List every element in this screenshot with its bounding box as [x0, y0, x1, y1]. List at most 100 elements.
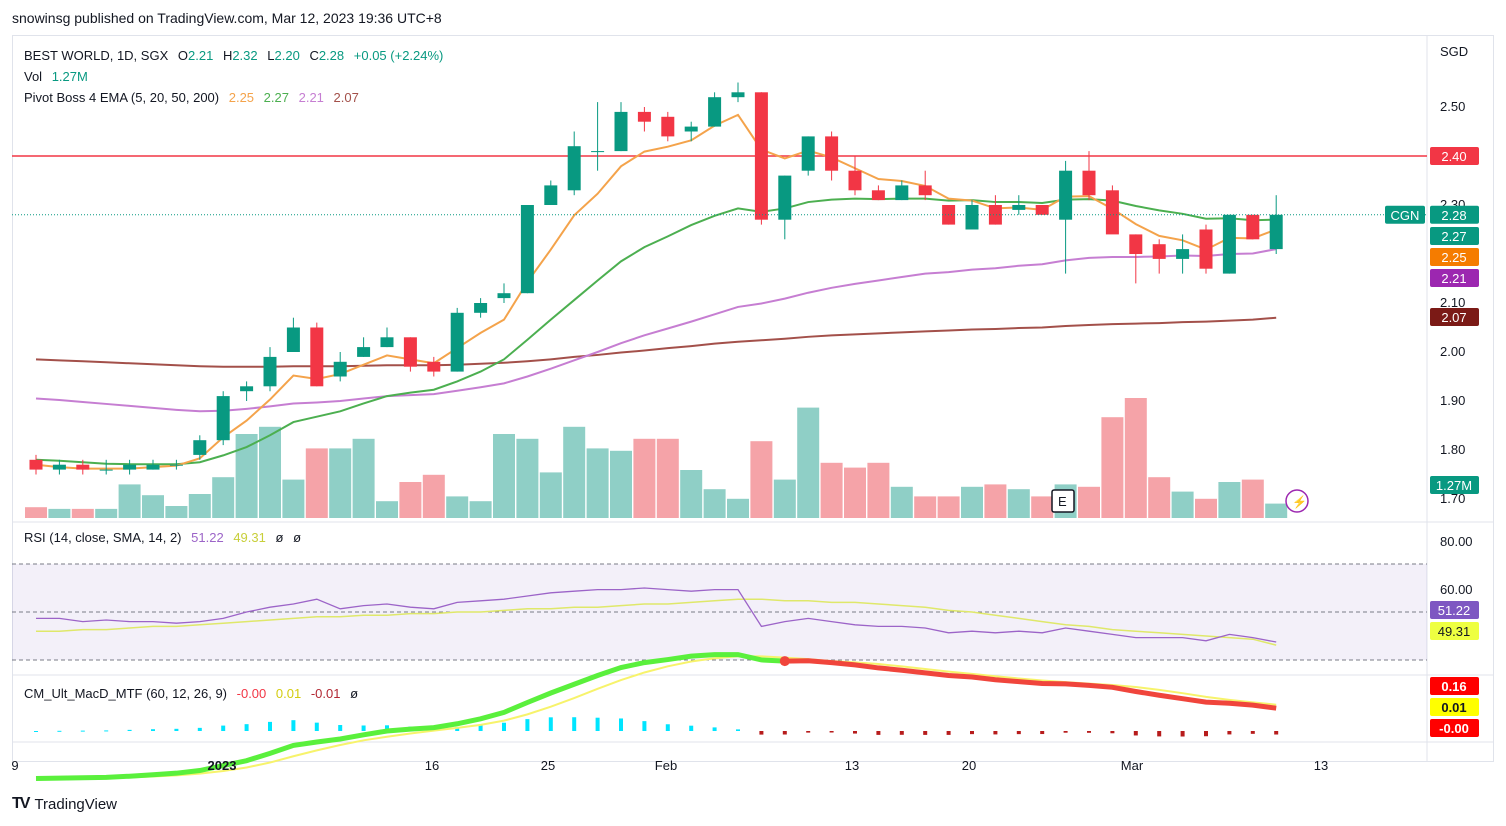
- macd-histogram-bar: [291, 720, 296, 731]
- volume-bar: [235, 434, 258, 518]
- volume-bar: [703, 489, 726, 518]
- volume-bar: [282, 479, 305, 518]
- symbol-label[interactable]: BEST WORLD, 1D, SGX: [24, 48, 169, 63]
- candle-body: [661, 116, 675, 137]
- macd-histogram-bar: [970, 731, 974, 735]
- macd-cross-dot: [779, 656, 790, 667]
- volume-bar: [750, 441, 773, 518]
- candle-body: [1246, 214, 1260, 240]
- ema20-tag-text: 2.27: [1441, 229, 1466, 244]
- volume-bar: [844, 467, 866, 518]
- volume-bar: [165, 506, 188, 518]
- time-tick-label: 16: [425, 758, 439, 773]
- time-tick-label: 9: [11, 758, 18, 773]
- candle-body: [357, 347, 371, 357]
- tradingview-logo[interactable]: TV TradingView: [12, 795, 117, 813]
- price-tag-2-40-text: 2.40: [1441, 149, 1466, 164]
- candle-body: [29, 459, 43, 470]
- time-tick-label: Feb: [655, 758, 677, 773]
- ema50-tag-text: 2.21: [1441, 271, 1466, 286]
- volume-bar: [539, 472, 562, 518]
- macd-signal-tag-text: 0.01: [1441, 700, 1466, 715]
- candle-body: [286, 327, 300, 352]
- lightning-glyph: ⚡: [1292, 495, 1307, 509]
- open-label: O: [177, 48, 188, 63]
- lightning-icon: [1285, 489, 1309, 513]
- volume-label[interactable]: Vol: [24, 69, 43, 84]
- candle-body: [918, 185, 932, 196]
- macd-indicator-label[interactable]: CM_Ult_MacD_MTF (60, 12, 26, 9): [24, 686, 228, 701]
- rsi-na-1: ø: [275, 530, 284, 545]
- ema5-value: 2.25: [228, 90, 255, 105]
- volume-bar: [797, 407, 820, 518]
- rsi-legend: RSI (14, close, SMA, 14, 2) 51.22 49.31 …: [24, 530, 301, 545]
- candle-body: [123, 464, 137, 470]
- volume-bar: [937, 496, 960, 518]
- macd-line-falling: [784, 658, 1277, 711]
- macd-histogram-bar: [1204, 731, 1208, 737]
- rsi-sma-value: 49.31: [233, 530, 266, 545]
- volume-bar: [71, 508, 94, 518]
- volume-bar: [1078, 486, 1100, 518]
- ema20-value: 2.27: [263, 90, 289, 105]
- candle-body: [146, 464, 160, 470]
- volume-bar: [259, 426, 281, 518]
- volume-bar: [516, 438, 539, 518]
- volume-bar: [422, 474, 445, 518]
- macd-histogram-bar: [595, 717, 600, 731]
- macd-histogram-bar: [1087, 731, 1091, 733]
- rsi-tick-60: 60.00: [1440, 582, 1473, 597]
- tv-logo-mark: TV: [12, 795, 31, 812]
- macd-histogram-bar: [127, 729, 132, 731]
- price-tick-label: 1.80: [1440, 442, 1465, 457]
- price-tag-last: [1430, 205, 1479, 224]
- candle-body: [520, 205, 534, 294]
- macd-histogram-bar: [642, 721, 647, 731]
- candle-body: [474, 303, 488, 313]
- candle-body: [614, 111, 628, 152]
- candle-body: [848, 170, 862, 191]
- price-tag-last-text: 2.28: [1441, 208, 1466, 223]
- candle-body: [1269, 214, 1283, 250]
- macd-histogram-bar: [853, 731, 857, 734]
- time-tick-label: 25: [541, 758, 555, 773]
- candle-body: [1176, 249, 1190, 259]
- macd-value-tag-text: -0.00: [1439, 721, 1469, 736]
- candle-body: [1105, 190, 1119, 235]
- macd-histogram-bar: [197, 727, 202, 731]
- volume-bar: [1101, 417, 1124, 518]
- candle-body: [965, 205, 979, 230]
- volume-bar: [1148, 477, 1171, 518]
- macd-histogram-bar: [57, 730, 62, 732]
- macd-histogram-bar: [385, 725, 389, 731]
- rsi-indicator-label[interactable]: RSI (14, close, SMA, 14, 2): [24, 530, 182, 545]
- ema200-tag: [1430, 308, 1479, 326]
- volume-tag-text: 1.27M: [1436, 478, 1472, 493]
- volume-bar: [1195, 498, 1217, 518]
- volume-bar: [680, 470, 703, 518]
- candle-body: [240, 386, 254, 392]
- ema5-tag-text: 2.25: [1441, 250, 1466, 265]
- price-tick-label: 1.90: [1440, 393, 1465, 408]
- rsi-na-2: ø: [293, 530, 302, 545]
- macd-hist-tag-text: 0.16: [1441, 679, 1466, 694]
- macd-histogram-bar: [361, 725, 366, 731]
- time-tick-label: 13: [1314, 758, 1328, 773]
- candle-body: [1082, 170, 1096, 196]
- candle-body: [333, 361, 347, 377]
- volume-bar: [446, 496, 469, 518]
- ema-indicator-label[interactable]: Pivot Boss 4 EMA (5, 20, 50, 200): [24, 90, 220, 105]
- macd-histogram-bar: [759, 731, 764, 735]
- earnings-marker-letter: E: [1058, 494, 1067, 509]
- candle-body: [567, 146, 581, 191]
- candle-body: [497, 293, 511, 299]
- candle-body: [591, 151, 605, 153]
- macd-histogram-bar: [946, 731, 951, 735]
- volume-bar: [1265, 503, 1288, 518]
- volume-bar: [867, 462, 890, 518]
- macd-histogram-bar: [1227, 731, 1232, 735]
- macd-signal-tag: [1430, 698, 1479, 716]
- volume-bar: [142, 495, 164, 518]
- macd-histogram-bar: [1250, 731, 1255, 734]
